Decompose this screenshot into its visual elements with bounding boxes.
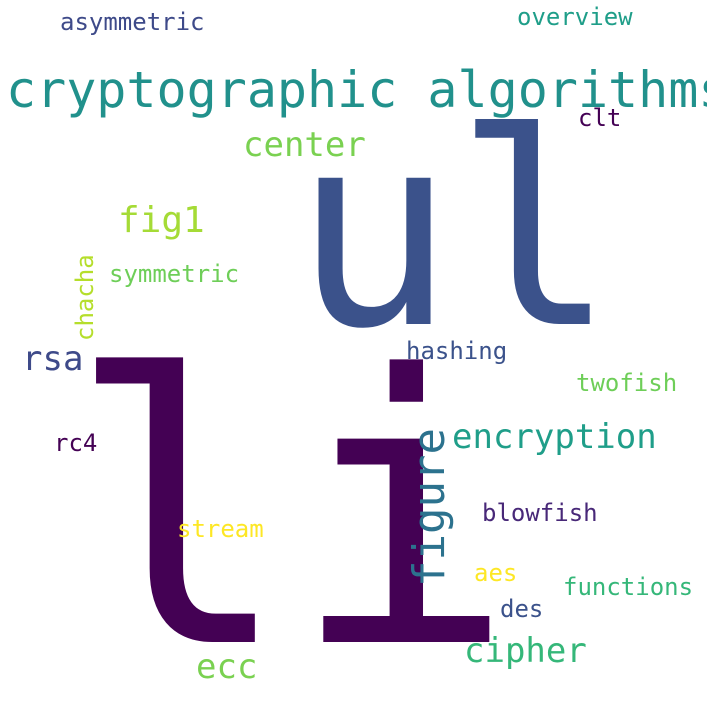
word-symmetric: symmetric [109,260,240,288]
word-figure: figure [404,428,455,587]
word-cipher: cipher [464,631,587,671]
word-hashing: hashing [406,337,508,365]
word-rc4: rc4 [54,429,98,457]
word-twofish: twofish [576,369,678,397]
word-li: li [67,297,515,707]
word-functions: functions [563,573,694,601]
word-overview: overview [517,3,633,31]
word-des: des [500,595,544,623]
word-ul: ul [293,76,616,388]
word-encryption: encryption [452,417,657,457]
word-rsa: rsa [22,339,84,379]
word-chacha: chacha [71,254,99,341]
word-center: center [243,125,366,165]
word-ecc: ecc [196,647,258,687]
word-aes: aes [474,559,518,587]
word-stream: stream [177,515,264,543]
word-fig1: fig1 [118,200,205,241]
word-clt: clt [578,104,622,132]
word-asymmetric: asymmetric [60,8,205,36]
word-blowfish: blowfish [482,499,598,527]
word-cryptographic-algorithms: cryptographic algorithms [6,61,707,119]
